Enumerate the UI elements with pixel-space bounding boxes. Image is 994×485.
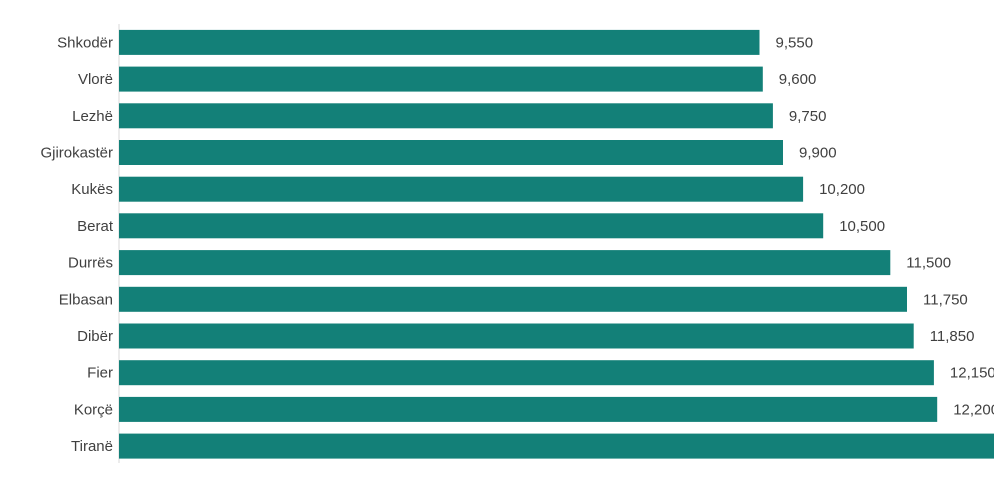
category-label: Tiranë	[71, 438, 113, 455]
bar-8	[119, 323, 914, 349]
value-label: 9,750	[789, 108, 827, 125]
bar-4	[119, 176, 804, 202]
value-label: 10,500	[839, 218, 885, 235]
category-label: Fier	[87, 365, 113, 382]
value-label: 9,900	[799, 145, 837, 162]
value-label: 12,150	[950, 365, 994, 382]
category-label: Dibër	[77, 328, 113, 345]
bar-9	[119, 360, 934, 386]
value-label: 12,200	[953, 401, 994, 418]
category-label: Shkodër	[57, 34, 113, 51]
bar-10	[119, 396, 938, 422]
bar-6	[119, 250, 891, 276]
category-label: Kukës	[71, 181, 113, 198]
bar-0	[119, 29, 760, 55]
category-label: Elbasan	[59, 291, 113, 308]
bar-3	[119, 140, 783, 165]
category-label: Durrës	[68, 255, 113, 272]
bar-2	[119, 103, 773, 129]
bar-1	[119, 66, 763, 92]
category-label: Korçë	[74, 401, 113, 418]
value-labels-group: 9,550 9,600 9,750 9,900 10,200 10,500 11,500 11…	[776, 34, 994, 418]
category-label: Berat	[77, 218, 114, 235]
value-label: 11,750	[923, 291, 968, 308]
category-labels-group: Shkodër Vlorë Lezhë Gjirokastër Kukës Berat Du…	[40, 34, 113, 455]
value-label: 10,200	[819, 181, 865, 198]
bars-group	[119, 29, 994, 459]
category-label: Gjirokastër	[40, 145, 113, 162]
bar-11	[119, 433, 994, 459]
category-label: Vlorë	[78, 71, 113, 88]
bar-7	[119, 286, 907, 312]
category-label: Lezhë	[72, 108, 113, 125]
value-label: 11,850	[930, 328, 975, 345]
value-label: 9,600	[779, 71, 817, 88]
bar-5	[119, 213, 824, 239]
value-label: 9,550	[776, 34, 814, 51]
value-label: 11,500	[906, 255, 951, 272]
